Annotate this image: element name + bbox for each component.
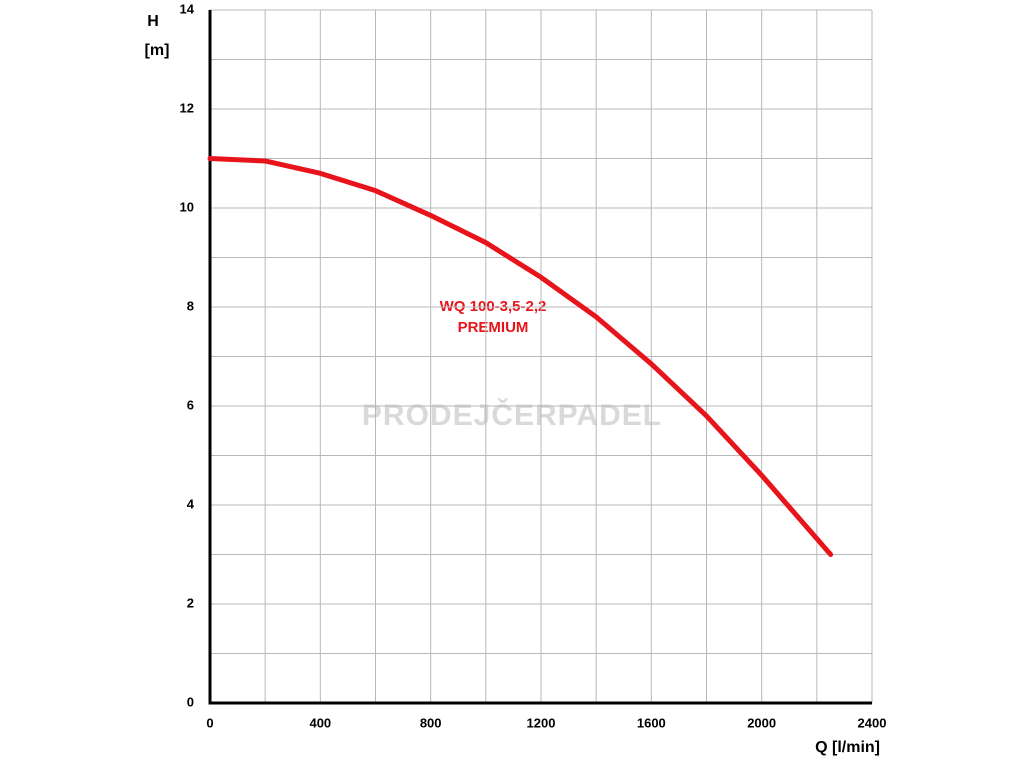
- y-tick-label: 2: [187, 595, 194, 610]
- y-axis-label: H: [147, 13, 159, 30]
- x-tick-label: 800: [420, 715, 442, 730]
- annotation: WQ 100-3,5-2,2: [440, 298, 547, 315]
- y-axis-label: [m]: [145, 42, 170, 59]
- watermark: PRODEJČERPADEL: [362, 398, 662, 432]
- x-axis-label: Q [l/min]: [815, 739, 880, 756]
- x-tick-label: 0: [206, 715, 213, 730]
- x-tick-label: 400: [309, 715, 331, 730]
- x-tick-label: 2400: [858, 715, 887, 730]
- y-tick-label: 10: [180, 199, 194, 214]
- y-tick-label: 0: [187, 694, 194, 709]
- x-tick-label: 1200: [527, 715, 556, 730]
- x-tick-label: 1600: [637, 715, 666, 730]
- y-tick-label: 12: [180, 100, 194, 115]
- x-tick-label: 2000: [747, 715, 776, 730]
- annotation: PREMIUM: [458, 319, 529, 336]
- y-tick-label: 6: [187, 397, 194, 412]
- y-tick-label: 8: [187, 298, 194, 313]
- curve: [207, 156, 834, 557]
- y-tick-label: 4: [187, 496, 195, 511]
- y-tick-label: 14: [180, 1, 195, 16]
